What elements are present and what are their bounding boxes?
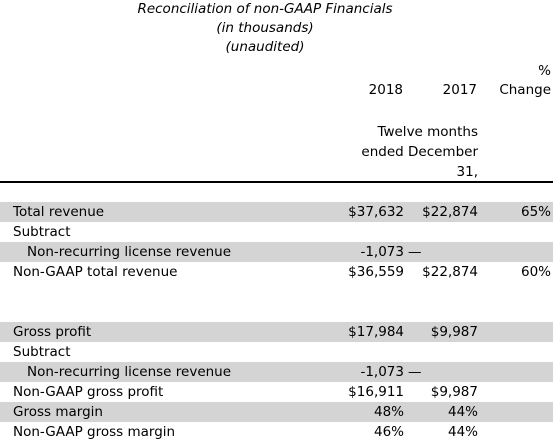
value-2017: $9,987 xyxy=(430,384,478,400)
header-rule xyxy=(0,181,553,183)
row-label: Non-recurring license revenue xyxy=(27,244,232,260)
value-change: 60% xyxy=(520,264,551,280)
row-label: Total revenue xyxy=(13,204,105,220)
row-label: Non-GAAP total revenue xyxy=(13,264,178,280)
value-2017: — xyxy=(408,364,422,380)
subtitle: (in thousands) xyxy=(216,20,314,36)
table-row: Gross profit $17,984 $9,987 xyxy=(0,322,553,342)
value-2017: 44% xyxy=(447,424,478,440)
row-label: Non-recurring license revenue xyxy=(27,364,232,380)
value-2017: — xyxy=(408,244,422,260)
value-2018: $17,984 xyxy=(348,324,404,340)
row-label: Subtract xyxy=(13,344,71,360)
value-2018: $16,911 xyxy=(348,384,404,400)
table-row: Non-GAAP gross profit $16,911 $9,987 xyxy=(0,382,553,402)
value-2017: $22,874 xyxy=(422,204,478,220)
column-header: 2018 xyxy=(368,82,403,98)
table-row: Non-GAAP total revenue $36,559 $22,874 60% xyxy=(0,262,553,282)
value-2018: 48% xyxy=(373,404,404,420)
note: (unaudited) xyxy=(225,39,305,55)
value-2018: $36,559 xyxy=(348,264,404,280)
table-row: Total revenue $37,632 $22,874 65% xyxy=(0,202,553,222)
value-2017: $22,874 xyxy=(422,264,478,280)
value-2018: $37,632 xyxy=(348,204,404,220)
value-2018: -1,073 xyxy=(360,244,404,260)
value-2017: 44% xyxy=(447,404,478,420)
period-header: Twelve months ended December 31, xyxy=(361,124,478,180)
table-row: Subtract xyxy=(0,342,553,362)
value-2018: -1,073 xyxy=(360,364,404,380)
table-row: Gross margin 48% 44% xyxy=(0,402,553,422)
row-label: Non-GAAP gross margin xyxy=(13,424,176,440)
table-row: Non-recurring license revenue -1,073— xyxy=(0,242,553,262)
title: Reconciliation of non-GAAP Financials xyxy=(137,1,393,17)
row-label: Gross margin xyxy=(13,404,103,420)
table-row: Non-GAAP gross margin 46% 44% xyxy=(0,422,553,442)
value-2017: $9,987 xyxy=(430,324,478,340)
table-row: Subtract xyxy=(0,222,553,242)
row-label: Gross profit xyxy=(13,324,92,340)
column-header: 2017 xyxy=(442,82,477,98)
row-label: Subtract xyxy=(13,224,71,240)
column-header: % Change xyxy=(499,63,551,98)
value-change: 65% xyxy=(520,204,551,220)
row-label: Non-GAAP gross profit xyxy=(13,384,164,400)
table-row: Non-recurring license revenue -1,073— xyxy=(0,362,553,382)
value-2018: 46% xyxy=(373,424,404,440)
